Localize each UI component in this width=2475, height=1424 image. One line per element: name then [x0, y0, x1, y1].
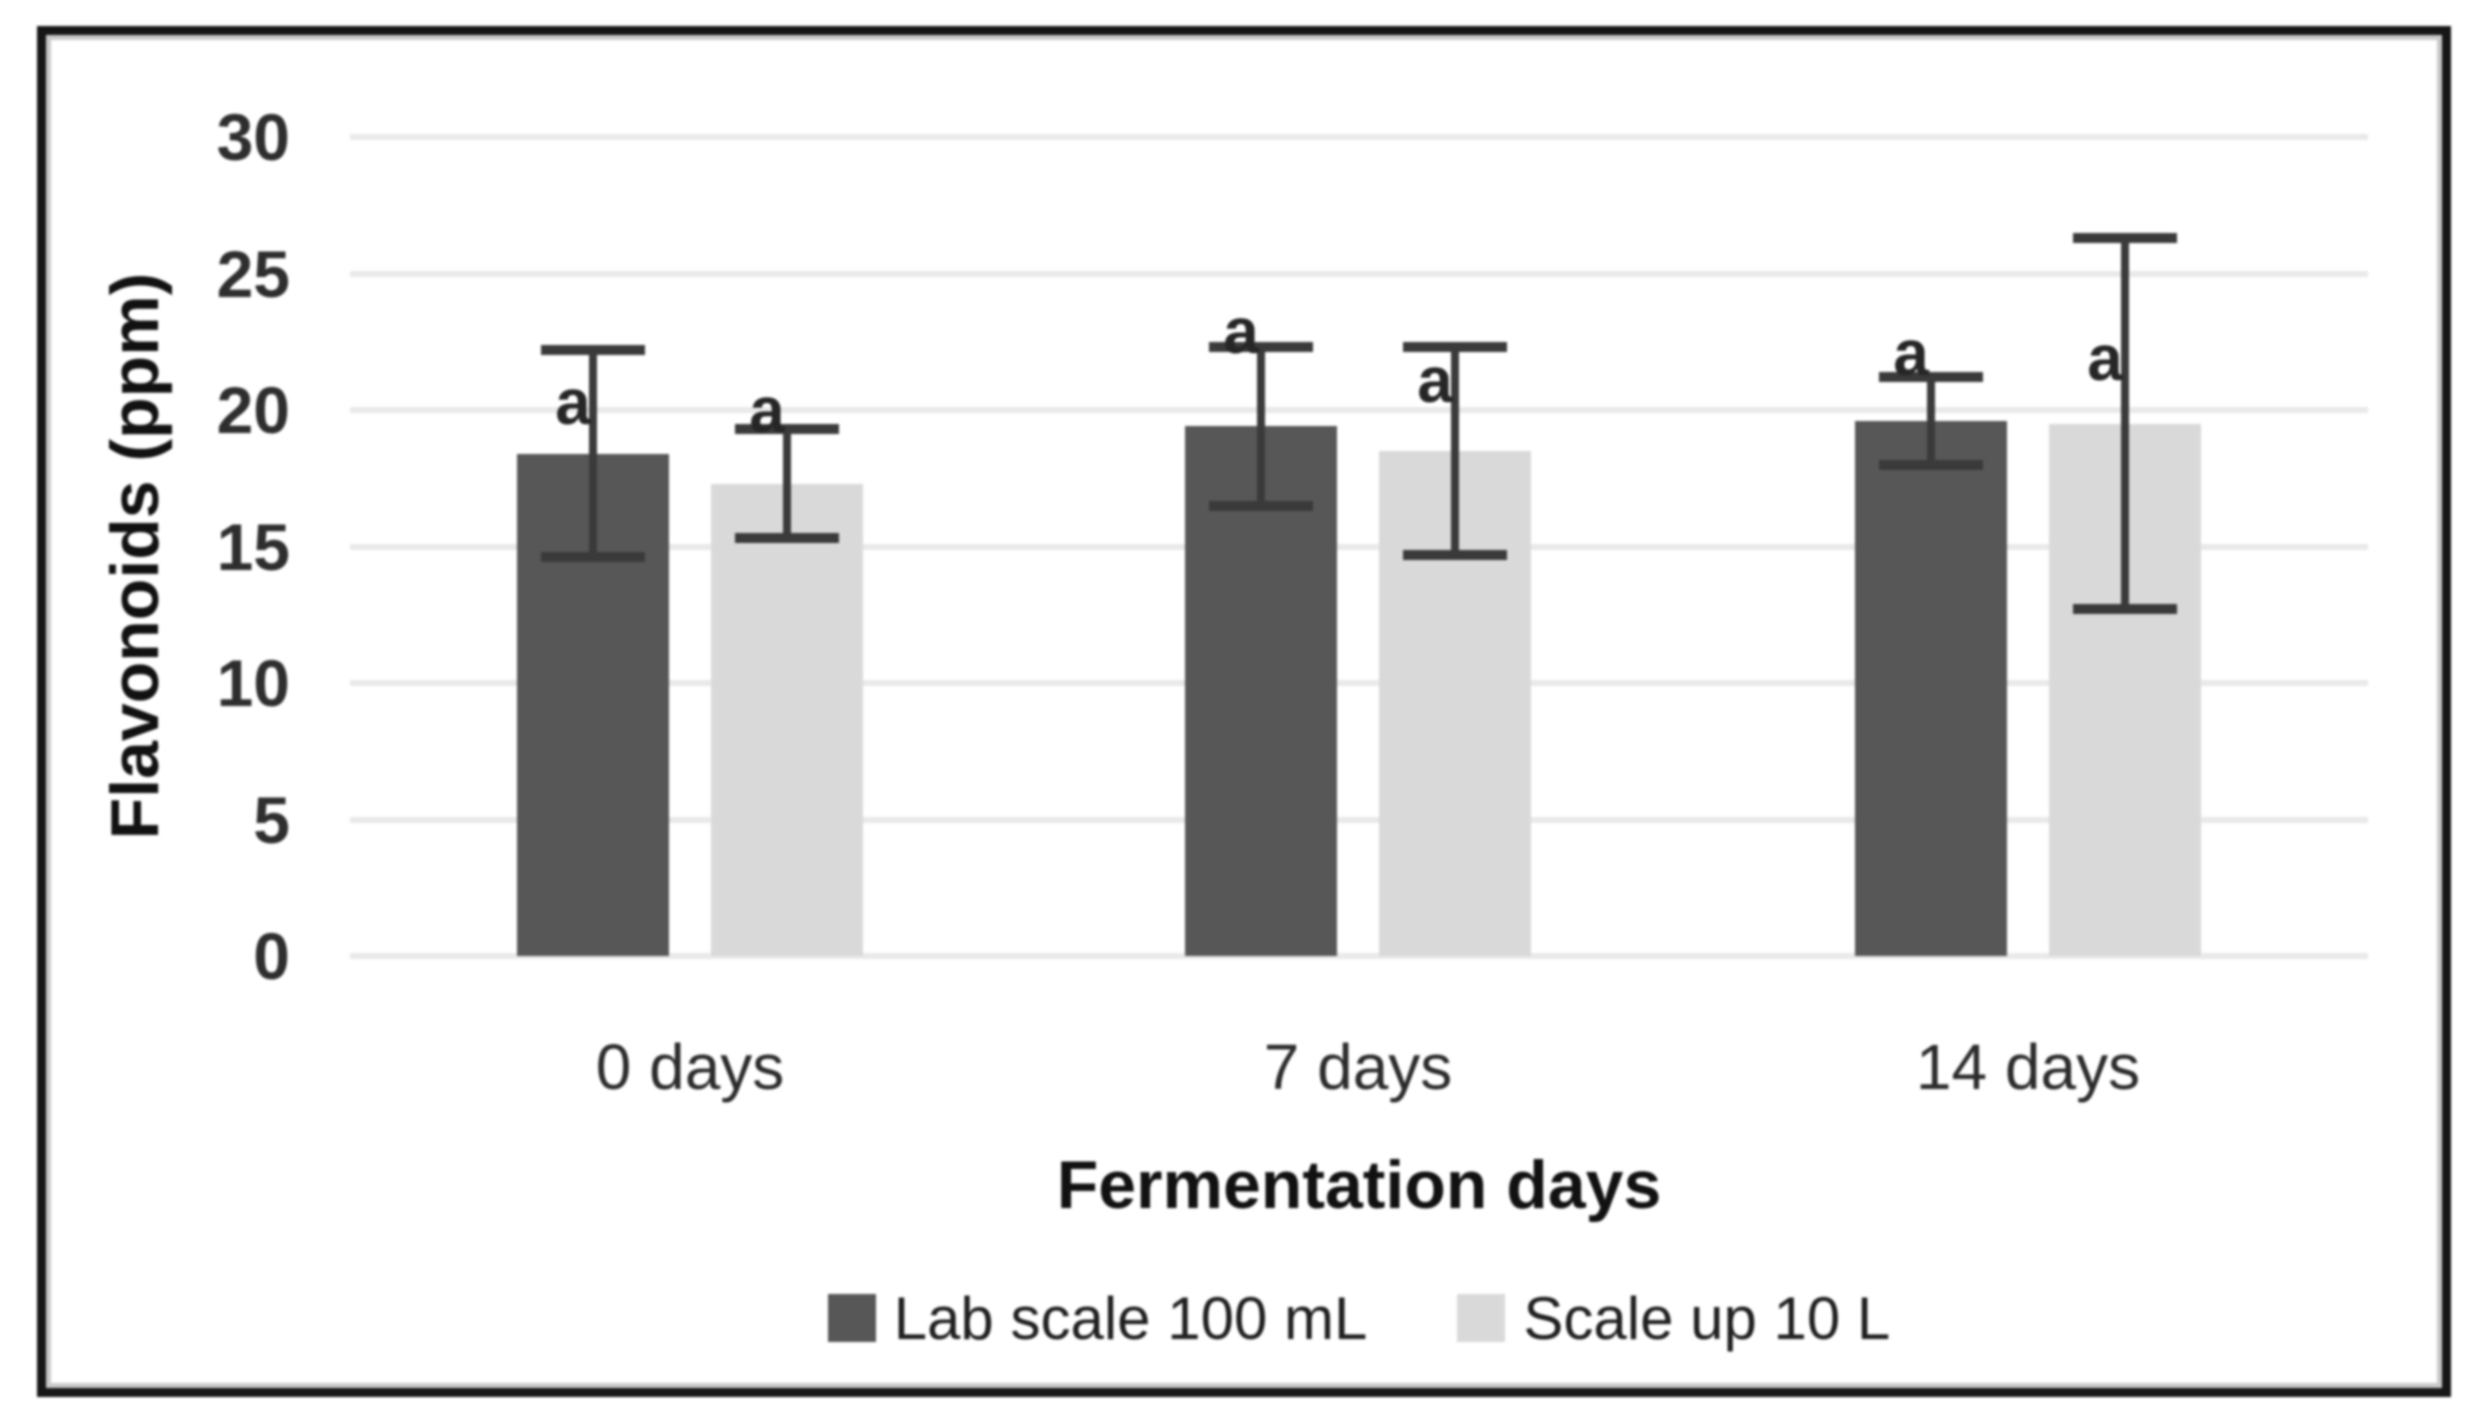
error-bar-scale-up-10-l-0-days [783, 429, 791, 539]
gridline-10 [350, 680, 2368, 686]
x-category-label-0-days: 0 days [595, 1031, 785, 1103]
error-cap-top-scale-up-10-l-0-days [735, 424, 839, 435]
bar-scale-up-10-l-0-days [711, 483, 863, 956]
error-cap-top-lab-scale-100-ml-0-days [541, 344, 645, 355]
error-cap-top-scale-up-10-l-7-days [1403, 342, 1507, 353]
error-cap-top-lab-scale-100-ml-7-days [1209, 342, 1313, 353]
bar-lab-scale-100-ml-7-days [1185, 426, 1337, 956]
x-category-label-14-days: 14 days [1915, 1031, 2141, 1103]
error-cap-bottom-lab-scale-100-ml-7-days [1209, 500, 1313, 511]
legend-item-scale-up-10-l: Scale up 10 L [1457, 1284, 1890, 1353]
error-cap-bottom-scale-up-10-l-0-days [735, 533, 839, 544]
sig-label-scale-up-10-l-14-days: a [2087, 322, 2123, 395]
y-tick-label-20: 20 [216, 373, 290, 447]
sig-label-scale-up-10-l-0-days: a [749, 374, 785, 446]
x-axis-title: Fermentation days [1056, 1147, 1662, 1223]
error-bar-scale-up-10-l-7-days [1451, 347, 1459, 555]
legend-swatch-icon-lab-scale-100-ml [827, 1294, 876, 1342]
x-category-label-7-days: 7 days [1263, 1031, 1453, 1103]
y-tick-label-30: 30 [216, 100, 290, 174]
legend-label-lab-scale-100-ml: Lab scale 100 mL [893, 1284, 1368, 1352]
gridline-15 [350, 543, 2368, 550]
y-axis-title: Flavonoids (ppm) [97, 272, 173, 840]
sig-label-scale-up-10-l-7-days: a [1417, 343, 1453, 416]
gridline-5 [350, 816, 2368, 823]
legend-label-scale-up-10-l: Scale up 10 L [1523, 1284, 1891, 1352]
error-cap-top-lab-scale-100-ml-14-days [1879, 372, 1983, 383]
gridline-0 [350, 953, 2368, 959]
sig-label-lab-scale-100-ml-0-days: a [555, 365, 591, 438]
gridline-20 [350, 407, 2368, 413]
y-tick-label-10: 10 [216, 646, 290, 720]
y-tick-label-5: 5 [253, 782, 290, 857]
error-bar-scale-up-10-l-14-days [2121, 238, 2129, 610]
sig-label-lab-scale-100-ml-7-days: a [1223, 294, 1259, 367]
error-cap-top-scale-up-10-l-14-days [2073, 233, 2177, 243]
error-cap-bottom-lab-scale-100-ml-14-days [1879, 459, 1983, 470]
error-cap-bottom-scale-up-10-l-7-days [1403, 549, 1507, 560]
y-tick-label-15: 15 [216, 509, 290, 584]
gridline-25 [350, 270, 2368, 277]
y-tick-label-25: 25 [216, 236, 290, 311]
error-cap-bottom-scale-up-10-l-14-days [2073, 604, 2177, 615]
legend-swatch-icon-scale-up-10-l [1457, 1294, 1506, 1342]
error-cap-bottom-lab-scale-100-ml-0-days [541, 552, 645, 563]
bar-lab-scale-100-ml-14-days [1855, 420, 2007, 956]
legend-item-lab-scale-100-ml: Lab scale 100 mL [827, 1284, 1368, 1353]
error-bar-lab-scale-100-ml-0-days [589, 349, 597, 558]
error-bar-lab-scale-100-ml-7-days [1257, 347, 1265, 506]
gridline-30 [350, 134, 2368, 140]
legend: Lab scale 100 mL Scale up 10 L [350, 1278, 2368, 1358]
error-bar-lab-scale-100-ml-14-days [1927, 377, 1935, 465]
sig-label-lab-scale-100-ml-14-days: a [1893, 316, 1929, 389]
y-tick-label-0: 0 [253, 919, 290, 993]
